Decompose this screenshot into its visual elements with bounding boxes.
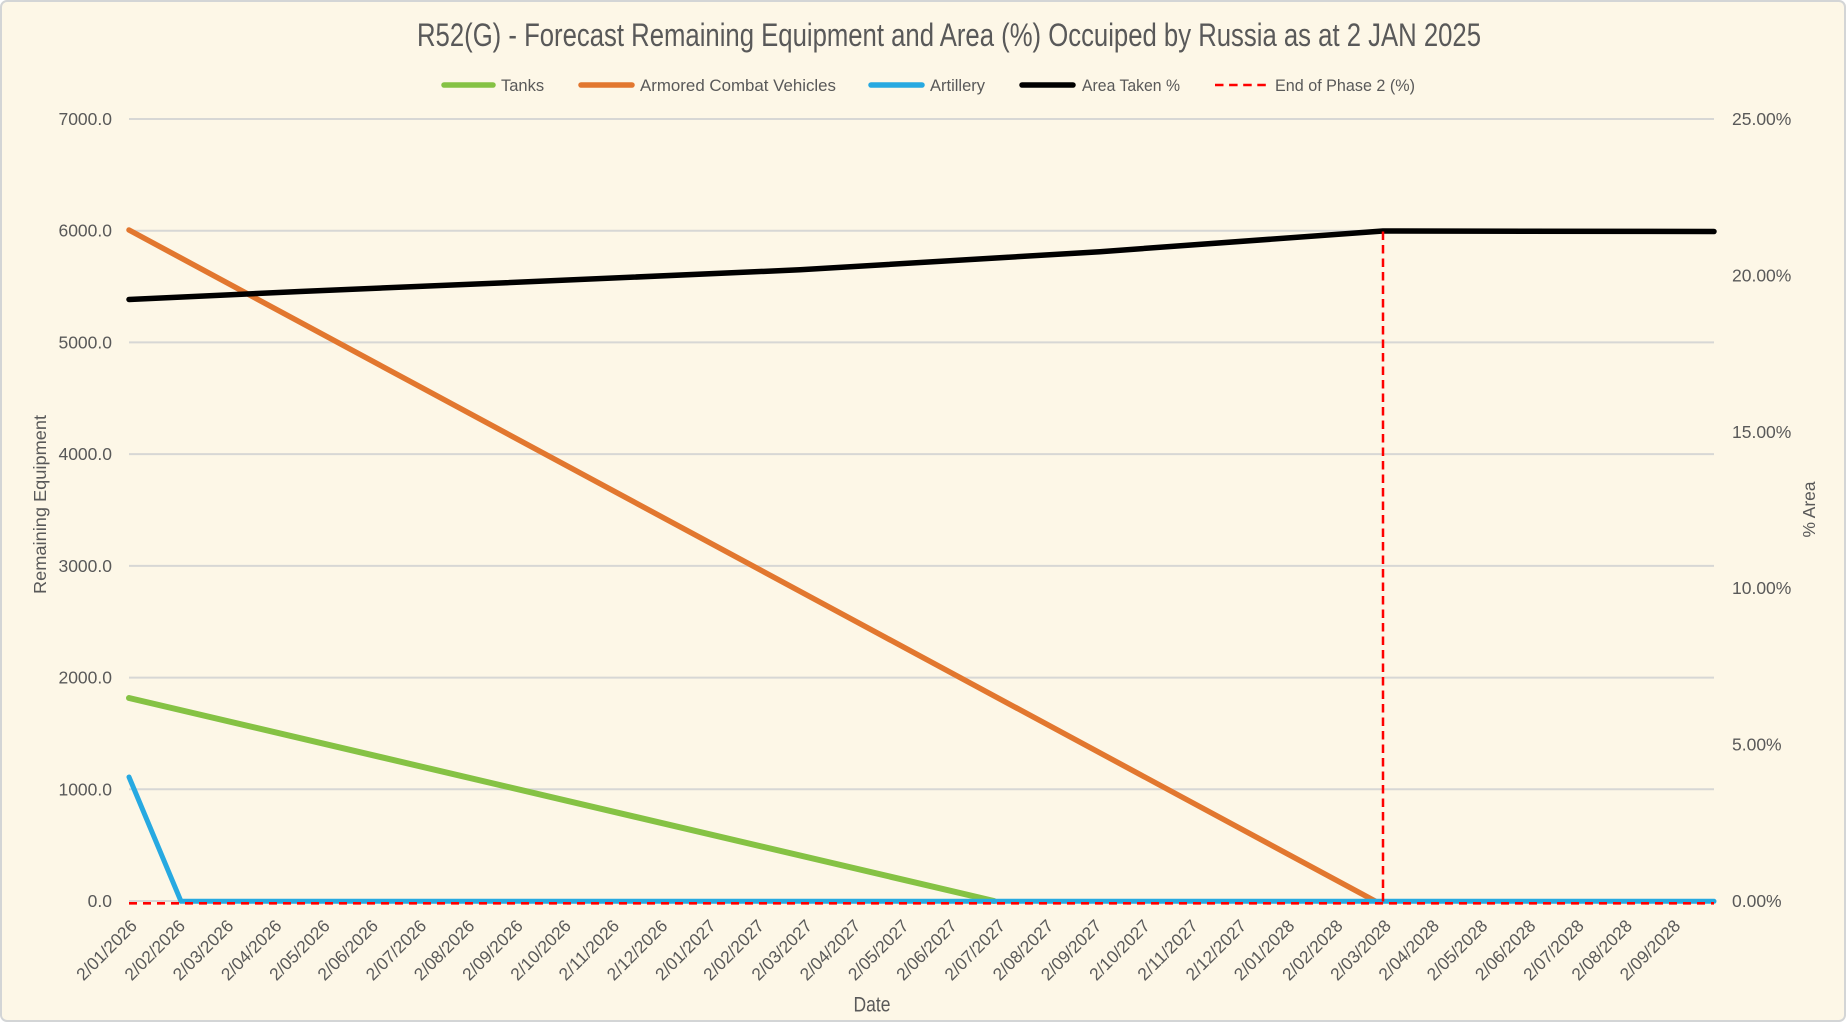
svg-text:15.00%: 15.00% (1732, 422, 1791, 442)
svg-text:0.00%: 0.00% (1732, 891, 1782, 911)
svg-text:5000.0: 5000.0 (58, 332, 112, 352)
svg-text:7000.0: 7000.0 (58, 109, 112, 129)
svg-text:25.00%: 25.00% (1732, 109, 1791, 129)
svg-text:6000.0: 6000.0 (58, 221, 112, 241)
svg-text:0.0: 0.0 (88, 891, 113, 911)
svg-text:% Area: % Area (1799, 481, 1819, 537)
svg-text:3000.0: 3000.0 (58, 556, 112, 576)
svg-text:4000.0: 4000.0 (58, 444, 112, 464)
svg-text:10.00%: 10.00% (1732, 578, 1791, 598)
svg-text:5.00%: 5.00% (1732, 735, 1782, 755)
svg-text:R52(G) - Forecast Remaining Eq: R52(G) - Forecast Remaining Equipment an… (417, 17, 1481, 53)
svg-text:1000.0: 1000.0 (58, 779, 112, 799)
svg-text:Artillery: Artillery (930, 77, 986, 95)
svg-text:2000.0: 2000.0 (58, 668, 112, 688)
svg-text:End of Phase 2 (%): End of Phase 2 (%) (1275, 77, 1415, 95)
svg-text:Tanks: Tanks (501, 77, 544, 95)
svg-text:Remaining Equipment: Remaining Equipment (30, 415, 50, 594)
svg-text:Date: Date (854, 994, 891, 1017)
svg-text:20.00%: 20.00% (1732, 265, 1791, 285)
svg-text:Area Taken %: Area Taken % (1082, 77, 1180, 95)
svg-text:Armored Combat Vehicles: Armored Combat Vehicles (640, 77, 836, 95)
